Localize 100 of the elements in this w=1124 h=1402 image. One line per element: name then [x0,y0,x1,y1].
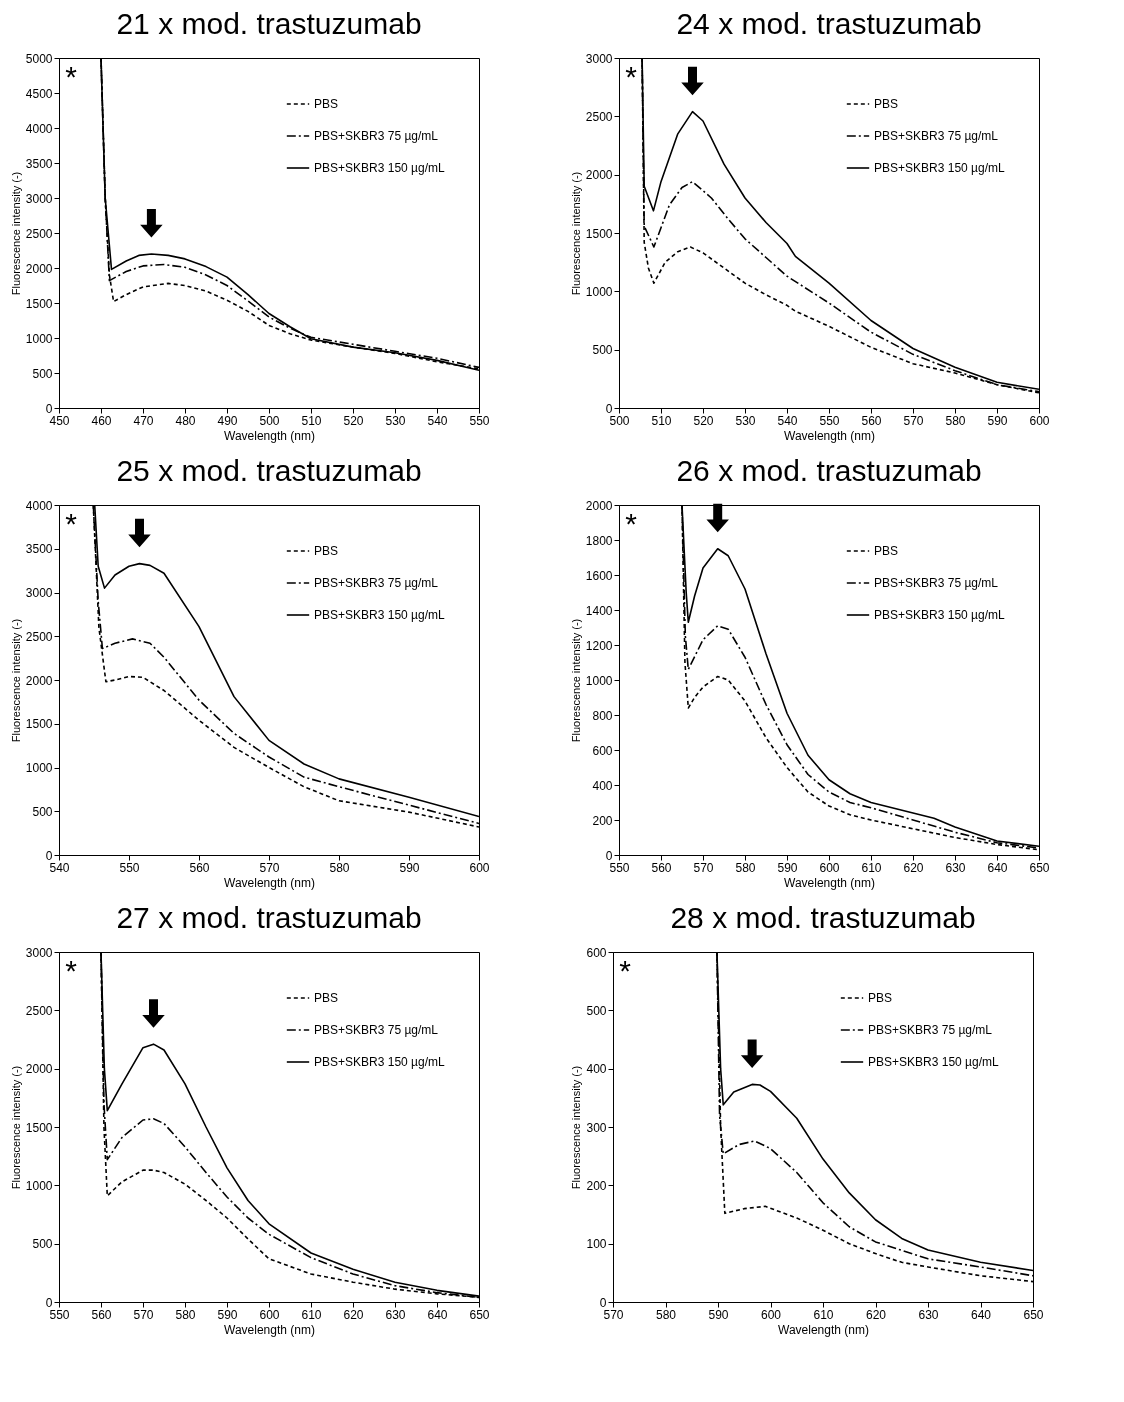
x-tick-label: 520 [343,413,364,428]
y-tick-label: 1600 [585,568,613,583]
y-tick-label: 0 [599,1295,607,1310]
x-tick-label: 570 [259,860,280,875]
x-axis-title: Wavelength (nm) [224,428,315,443]
y-tick-label: 1000 [585,673,613,688]
x-tick-label: 520 [693,413,714,428]
x-tick-label: 580 [735,860,756,875]
y-tick-label: 1500 [25,1120,53,1135]
y-tick-label: 2000 [585,498,613,513]
legend-label: PBS+SKBR3 150 µg/mL [874,161,1005,175]
y-tick-label: 1500 [25,717,53,732]
y-tick-label: 1200 [585,638,613,653]
y-tick-label: 200 [586,1178,607,1193]
legend-label: PBS [314,544,339,558]
x-tick-label: 570 [603,1307,624,1322]
y-tick-label: 2500 [25,1003,53,1018]
x-tick-label: 640 [427,1307,448,1322]
x-tick-label: 570 [903,413,924,428]
y-tick-label: 1000 [25,761,53,775]
chart-title: 28 x mod. trastuzumab [670,901,976,934]
y-tick-label: 1500 [585,226,613,241]
x-tick-label: 600 [469,860,490,875]
y-tick-label: 100 [586,1237,607,1252]
y-tick-label: 2500 [25,629,53,644]
chart-title: 26 x mod. trastuzumab [676,454,982,487]
legend-label: PBS+SKBR3 150 µg/mL [314,1055,445,1069]
x-tick-label: 590 [777,860,798,875]
x-tick-label: 560 [189,860,210,875]
y-axis-title: Fluorescence intensity (-) [9,171,22,296]
x-tick-label: 450 [49,413,70,428]
x-tick-label: 650 [469,1307,490,1322]
y-tick-label: 2000 [25,673,53,688]
legend-label: PBS+SKBR3 150 µg/mL [314,161,445,175]
x-tick-label: 510 [301,413,322,428]
y-tick-label: 3500 [25,156,53,171]
y-tick-label: 400 [592,778,613,793]
x-tick-label: 620 [343,1307,364,1322]
x-tick-label: 490 [217,413,238,428]
y-axis-title: Fluorescence intensity (-) [569,171,582,296]
legend-label: PBS+SKBR3 75 µg/mL [314,1023,439,1037]
annotation: * [619,954,632,987]
y-tick-label: 1400 [585,603,613,618]
x-tick-label: 630 [945,860,966,875]
y-tick-label: 300 [586,1120,607,1135]
y-tick-label: 0 [605,848,613,863]
legend-label: PBS [874,97,899,111]
y-axis-title: Fluorescence intensity (-) [570,1065,583,1190]
x-tick-label: 610 [301,1307,322,1322]
x-tick-label: 590 [987,413,1008,428]
x-tick-label: 580 [175,1307,196,1322]
x-tick-label: 570 [133,1307,154,1322]
chart-title: 27 x mod. trastuzumab [116,901,422,934]
legend-label: PBS [314,97,339,111]
y-tick-label: 800 [592,708,613,723]
y-tick-label: 500 [586,1003,607,1018]
x-tick-label: 550 [469,413,490,428]
x-tick-label: 540 [777,413,798,428]
y-tick-label: 0 [45,401,53,416]
y-tick-label: 0 [45,848,53,863]
y-tick-label: 3000 [25,586,53,600]
y-tick-label: 500 [32,804,53,819]
y-tick-label: 400 [586,1062,607,1077]
x-tick-label: 620 [903,860,924,875]
y-tick-label: 4000 [25,498,53,513]
x-tick-label: 580 [329,860,350,875]
y-tick-label: 2000 [585,168,613,183]
x-tick-label: 600 [819,860,840,875]
x-tick-label: 640 [970,1307,992,1322]
y-tick-label: 1500 [25,296,53,311]
y-tick-label: 1000 [25,1178,53,1193]
legend-label: PBS+SKBR3 150 µg/mL [874,608,1005,622]
x-tick-label: 590 [399,860,420,875]
annotation: * [65,954,78,987]
x-tick-label: 620 [865,1307,887,1322]
y-tick-label: 0 [605,401,613,416]
legend-label: PBS+SKBR3 75 µg/mL [314,576,439,590]
y-axis-title: Fluorescence intensity (-) [9,618,22,743]
x-tick-label: 560 [91,1307,112,1322]
legend-label: PBS [874,544,899,558]
legend-label: PBS+SKBR3 75 µg/mL [314,129,439,143]
y-tick-label: 3500 [25,542,53,557]
y-tick-label: 500 [592,343,613,358]
y-tick-label: 1800 [585,533,613,548]
x-tick-label: 470 [133,413,154,428]
y-axis-title: Fluorescence intensity (-) [9,1065,22,1190]
y-tick-label: 600 [592,743,613,758]
x-tick-label: 650 [1023,1307,1044,1322]
x-axis-title: Wavelength (nm) [224,875,315,890]
legend-label: PBS [314,991,339,1005]
y-tick-label: 1000 [585,284,613,299]
annotation: * [65,60,78,93]
legend-label: PBS+SKBR3 75 µg/mL [874,129,999,143]
x-tick-label: 510 [651,413,672,428]
y-tick-label: 4500 [25,86,53,101]
legend-label: PBS+SKBR3 150 µg/mL [868,1055,999,1069]
x-tick-label: 530 [735,413,756,428]
x-tick-label: 550 [609,860,630,875]
x-tick-label: 580 [655,1307,677,1322]
chart-title: 24 x mod. trastuzumab [676,7,982,40]
